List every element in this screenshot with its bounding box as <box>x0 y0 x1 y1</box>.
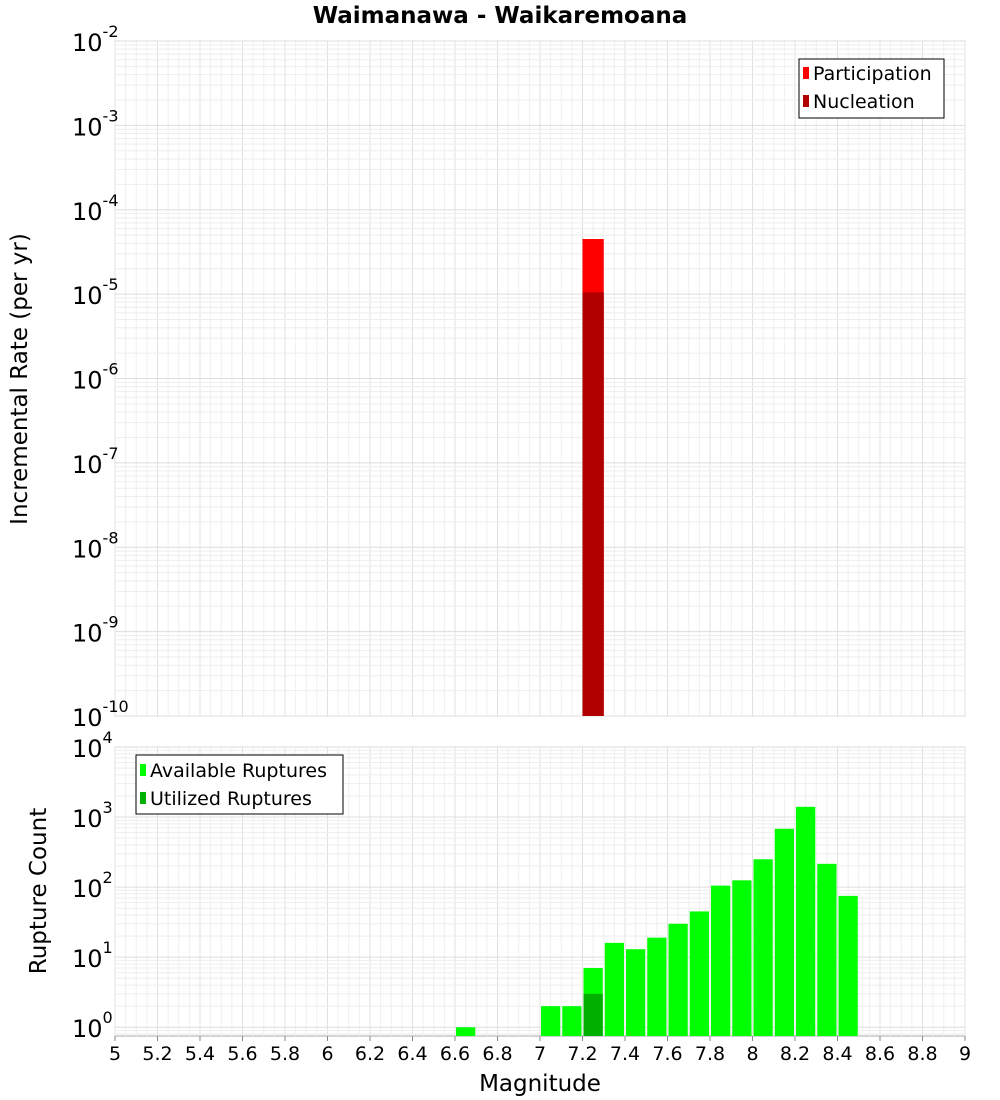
rate-y-tick-label: 10-5 <box>72 275 119 310</box>
count-y-tick-label: 101 <box>72 938 113 973</box>
x-tick-label: 6.8 <box>482 1043 512 1065</box>
x-tick-label: 8 <box>746 1043 758 1065</box>
available-ruptures-bar <box>711 885 731 1036</box>
utilized-legend-swatch <box>140 792 146 804</box>
available-ruptures-bar <box>689 911 709 1036</box>
x-tick-label: 6.6 <box>440 1043 470 1065</box>
rate-y-tick-label: 10-2 <box>72 22 119 57</box>
rate-plot-y-ticks: 10-2 10-3 10-4 10-5 10-6 10-7 10-8 10-9 10-10 <box>72 22 129 732</box>
rate-legend-box <box>798 58 945 119</box>
available-ruptures-bar <box>796 806 816 1036</box>
x-axis-label: Magnitude <box>479 1071 601 1097</box>
x-tick-label: 9 <box>959 1043 971 1065</box>
nucleation-legend-label: Nucleation <box>813 91 915 113</box>
count-legend-box <box>135 754 344 815</box>
available-ruptures-bar <box>774 828 794 1036</box>
x-tick-label: 7.8 <box>695 1043 725 1065</box>
available-ruptures-bar <box>541 1006 561 1036</box>
available-ruptures-bar <box>668 923 688 1036</box>
participation-legend-label: Participation <box>813 63 932 85</box>
available-ruptures-bar <box>753 859 773 1036</box>
count-y-tick-label: 103 <box>72 798 113 833</box>
available-legend-swatch <box>140 764 146 776</box>
chart-title: Waimanawa - Waikaremoana <box>313 3 688 29</box>
nucleation-bar <box>582 292 604 716</box>
participation-legend-swatch <box>803 67 809 79</box>
count-y-tick-label: 104 <box>72 728 113 763</box>
available-ruptures-bar <box>626 949 646 1036</box>
x-tick-label: 6 <box>321 1043 333 1065</box>
x-tick-label: 5 <box>109 1043 121 1065</box>
x-tick-label: 7.2 <box>567 1043 597 1065</box>
x-tick-label: 7.6 <box>652 1043 682 1065</box>
available-ruptures-bar <box>456 1027 476 1036</box>
count-y-tick-label: 102 <box>72 868 113 903</box>
available-ruptures-bar <box>732 880 752 1036</box>
count-plot-y-ticks: 104 103 102 101 100 <box>72 728 113 1043</box>
count-y-axis-label: Rupture Count <box>26 808 52 974</box>
rate-y-tick-label: 10-6 <box>72 360 119 395</box>
x-tick-label: 5.2 <box>142 1043 172 1065</box>
count-plot-x-ticks: 5 5.2 5.4 5.6 5.8 6 6.2 6.4 6.6 6.8 7 7.2 7.4 7.6 7.8 8… <box>109 1036 971 1065</box>
rate-y-axis-label: Incremental Rate (per yr) <box>7 233 33 525</box>
rate-y-tick-label: 10-10 <box>72 697 129 732</box>
available-ruptures-bar <box>562 1006 582 1036</box>
x-tick-label: 5.8 <box>270 1043 300 1065</box>
rate-y-tick-label: 10-9 <box>72 613 119 648</box>
available-ruptures-bar <box>647 937 667 1036</box>
available-ruptures-bar <box>817 863 837 1036</box>
x-tick-label: 5.6 <box>227 1043 257 1065</box>
x-tick-label: 6.2 <box>355 1043 385 1065</box>
rate-y-tick-label: 10-8 <box>72 528 119 563</box>
rate-plot-bars <box>582 239 604 716</box>
rate-plot-grid <box>114 40 966 717</box>
x-tick-label: 8.6 <box>865 1043 895 1065</box>
rate-legend: Participation Nucleation <box>798 58 945 119</box>
count-y-tick-label: 100 <box>72 1008 113 1043</box>
nucleation-legend-swatch <box>803 95 809 107</box>
x-tick-label: 8.8 <box>907 1043 937 1065</box>
utilized-legend-label: Utilized Ruptures <box>150 788 312 810</box>
x-tick-label: 7.4 <box>610 1043 640 1065</box>
rate-y-tick-label: 10-3 <box>72 106 119 141</box>
x-tick-label: 6.4 <box>397 1043 427 1065</box>
count-plot-bars <box>456 806 858 1036</box>
count-legend: Available Ruptures Utilized Ruptures <box>135 754 344 815</box>
rate-y-tick-label: 10-4 <box>72 191 119 226</box>
x-tick-label: 7 <box>534 1043 546 1065</box>
available-ruptures-bar <box>604 942 624 1036</box>
available-ruptures-bar <box>838 895 858 1036</box>
available-legend-label: Available Ruptures <box>150 760 327 782</box>
utilized-ruptures-bar <box>583 993 603 1036</box>
x-tick-label: 5.4 <box>185 1043 215 1065</box>
rate-y-tick-label: 10-7 <box>72 444 119 479</box>
x-tick-label: 8.2 <box>780 1043 810 1065</box>
x-tick-label: 8.4 <box>822 1043 852 1065</box>
